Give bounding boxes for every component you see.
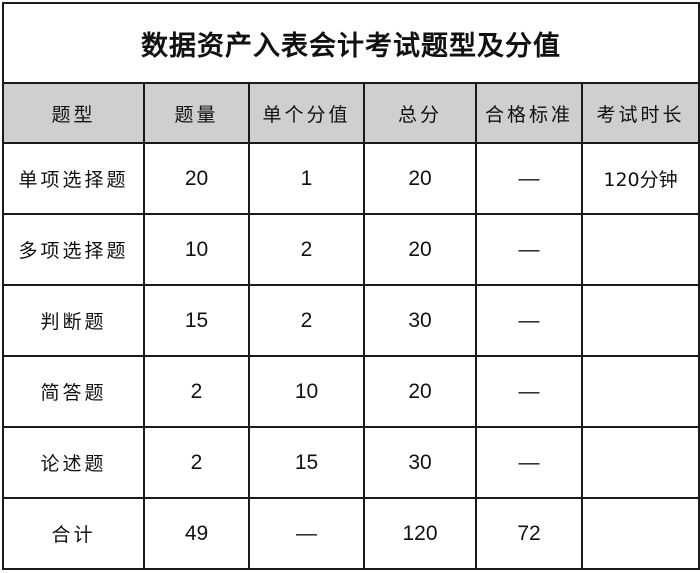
table-cell: — (475, 213, 583, 286)
table-cell: 10 (143, 213, 250, 286)
table-cell: — (475, 426, 583, 499)
table-cell: 15 (143, 284, 250, 357)
table-cell: 简答题 (2, 355, 145, 428)
header-cell: 单个分值 (248, 82, 365, 144)
table-cell: 2 (143, 426, 250, 499)
table-cell: 2 (248, 213, 365, 286)
table-cell: 30 (363, 426, 477, 499)
table-cell: 论述题 (2, 426, 145, 499)
table-cell: 20 (363, 213, 477, 286)
table-row: 单项选择题 20 1 20—120分钟 (2, 142, 700, 215)
header-cell: 总分 (363, 82, 477, 144)
table-row: 多项选择题 10 2 20— (2, 213, 700, 286)
table-cell: — (475, 284, 583, 357)
table-cell (580, 284, 700, 357)
header-cell: 题型 (2, 82, 145, 144)
table-cell: — (248, 497, 365, 570)
table-cell: 单项选择题 (2, 142, 145, 215)
table-cell (580, 497, 700, 570)
table-cell: 20 (363, 355, 477, 428)
table-cell (580, 213, 700, 286)
table-cell: 72 (475, 497, 583, 570)
table-cell: 10 (248, 355, 365, 428)
table-cell: 2 (143, 355, 250, 428)
table-cell (580, 426, 700, 499)
table-cell: 2 (248, 284, 365, 357)
table-cell: 判断题 (2, 284, 145, 357)
table-cell: 120 (363, 497, 477, 570)
table-row: 合计 49—120 72 (2, 497, 700, 570)
table-cell: 合计 (2, 497, 145, 570)
table-cell: 多项选择题 (2, 213, 145, 286)
header-row: 题型 题量 单个分值 总分 合格标准 考试时长 (2, 82, 700, 144)
table-cell (580, 355, 700, 428)
table-cell: 20 (363, 142, 477, 215)
table-row: 判断题 15 2 30— (2, 284, 700, 357)
table-cell: — (475, 142, 583, 215)
table-cell: 15 (248, 426, 365, 499)
header-cell: 考试时长 (580, 82, 700, 144)
table-cell: 30 (363, 284, 477, 357)
header-cell: 合格标准 (475, 82, 583, 144)
table-row: 简答题 2 10 20— (2, 355, 700, 428)
table-cell: 20 (143, 142, 250, 215)
table-cell: 120分钟 (580, 142, 700, 215)
table-cell: — (475, 355, 583, 428)
table-cell: 49 (143, 497, 250, 570)
table-cell: 1 (248, 142, 365, 215)
table-title: 数据资产入表会计考试题型及分值 (1, 2, 700, 84)
table-row: 论述题 2 15 30— (2, 426, 700, 499)
header-cell: 题量 (143, 82, 250, 144)
